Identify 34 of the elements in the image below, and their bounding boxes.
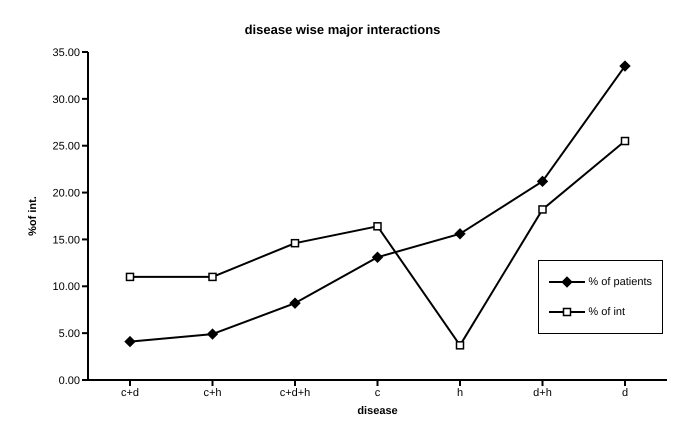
chart-title: disease wise major interactions [244,21,442,39]
y-tick-label: 10.00 [52,281,80,294]
point [290,238,300,248]
point [124,336,136,348]
x-tick-label: d+h [533,386,552,399]
x-tick-label: d [622,386,628,399]
y-tick-label: 35.00 [52,46,80,59]
point [207,328,218,340]
point [538,205,547,214]
point [372,252,383,263]
y-tick-label: 25.00 [52,140,80,153]
point [208,272,217,282]
point [537,176,548,187]
point [620,136,630,146]
y-tick-label: 30.00 [52,94,80,106]
x-tick-label: c [374,386,381,399]
y-tick-label: 20.00 [52,187,80,200]
x-axis-title: disease [357,405,398,417]
y-tick-label: 15.00 [52,234,80,246]
y-tick-label: 0.00 [58,374,80,387]
y-axis-title: %of int. [26,196,39,236]
x-tick-label: c+d+h [280,386,310,399]
legend-label: % of patients [588,276,652,288]
legend-label: % of int [588,306,626,318]
x-tick-label: c+d [120,386,140,399]
point [456,341,464,350]
point [126,272,134,282]
point [454,228,466,240]
point [620,60,630,72]
y-tick-label: 5.00 [58,328,80,340]
x-tick-label: h [456,386,464,399]
point [290,298,300,309]
x-tick-label: c+h [203,386,222,399]
point [373,222,382,231]
